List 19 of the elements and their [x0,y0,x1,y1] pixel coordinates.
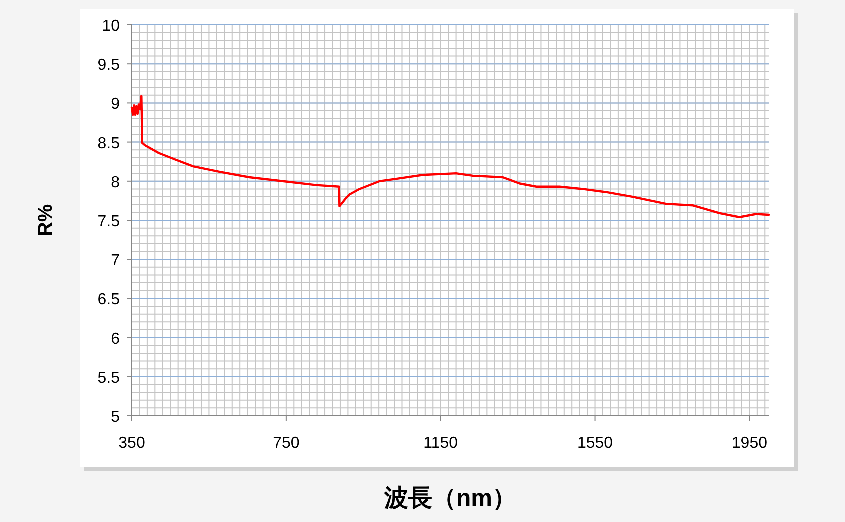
x-tick-label: 1550 [577,435,614,452]
x-axis-title: 波長（nm） [384,485,516,512]
y-tick-label: 6.5 [98,292,120,309]
line-series [130,95,770,218]
x-tick-label: 750 [273,435,300,452]
y-tick-label: 7 [111,252,120,270]
x-tick-label: 350 [118,435,146,452]
x-tick-label: 1150 [424,435,458,452]
y-tick-label: 7.5 [98,214,120,230]
y-tick-label: 9.5 [98,57,120,74]
y-tick-label: 5.5 [98,370,120,387]
y-tick-label: 6 [111,330,120,348]
x-tick-label: 1950 [732,435,768,452]
y-axis-title: R% [35,204,57,237]
y-tick-label: 8 [111,174,120,192]
y-tick-label: 8.5 [98,135,120,152]
y-tick-label: 5 [111,409,120,426]
y-tick-label: 9 [111,96,120,114]
y-tick-label: 10 [102,18,120,35]
